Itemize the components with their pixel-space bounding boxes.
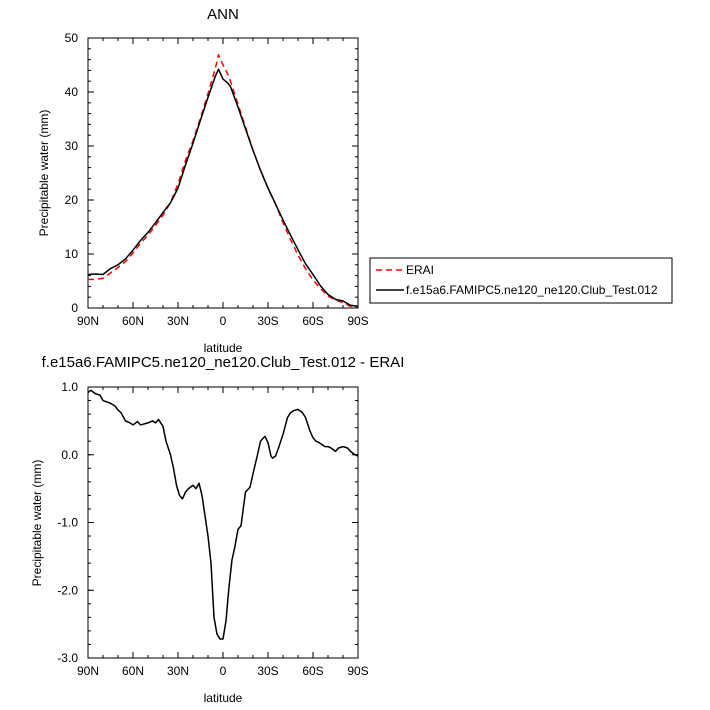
- top-series-line-1: [87, 68, 359, 308]
- bottom-panel-title: f.e15a6.FAMIPC5.ne120_ne120.Club_Test.01…: [42, 354, 405, 371]
- bottom-x-tick-label: 60N: [122, 664, 144, 678]
- top-y-tick-label: 30: [65, 139, 79, 153]
- top-series-lines: [87, 53, 359, 308]
- bottom-panel: f.e15a6.FAMIPC5.ne120_ne120.Club_Test.01…: [30, 354, 404, 705]
- bottom-x-tick-label: 90S: [347, 664, 368, 678]
- top-y-tick-label: 0: [71, 301, 78, 315]
- top-x-tick-label: 90S: [347, 314, 368, 328]
- legend-model-label: f.e15a6.FAMIPC5.ne120_ne120.Club_Test.01…: [406, 283, 658, 297]
- top-x-tick-label: 90N: [77, 314, 99, 328]
- bottom-x-axis-label: latitude: [204, 691, 243, 705]
- bottom-series-line-0: [87, 389, 359, 640]
- top-panel: ANN 90N 60N 30N 0 30S 60S 90S 0 10 20 30 40 50 Preci…: [37, 6, 369, 355]
- legend-erai-label: ERAI: [406, 263, 434, 277]
- top-y-axis-label: Precipitable water (mm): [37, 110, 51, 237]
- bottom-plot-frame: [87, 386, 359, 659]
- top-panel-title: ANN: [207, 6, 239, 23]
- top-axis-ticks: 90N 60N 30N 0 30S 60S 90S 0 10 20 30 40 50: [65, 31, 369, 328]
- bottom-x-tick-label: 30N: [167, 664, 189, 678]
- top-y-tick-label: 40: [65, 85, 79, 99]
- bottom-x-tick-label: 60S: [302, 664, 323, 678]
- legend-box: [369, 257, 673, 304]
- legend: ERAI f.e15a6.FAMIPC5.ne120_ne120.Club_Te…: [369, 257, 673, 304]
- bottom-y-tick-label: 1.0: [61, 380, 78, 394]
- top-y-tick-label: 50: [65, 31, 79, 45]
- bottom-y-tick-label: -2.0: [57, 583, 78, 597]
- bottom-y-tick-label: -3.0: [57, 651, 78, 665]
- top-x-tick-label: 30N: [167, 314, 189, 328]
- top-x-tick-label: 60S: [302, 314, 323, 328]
- bottom-y-tick-label: 0.0: [61, 448, 78, 462]
- bottom-axis-ticks: 90N 60N 30N 0 30S 60S 90S -3.0 -2.0 -1.0 0.0 1.0: [57, 380, 368, 678]
- bottom-y-tick-label: -1.0: [57, 516, 78, 530]
- top-x-axis-label: latitude: [204, 341, 243, 355]
- bottom-x-tick-label: 0: [220, 664, 227, 678]
- top-x-tick-label: 30S: [257, 314, 278, 328]
- top-x-tick-label: 0: [220, 314, 227, 328]
- top-y-tick-label: 10: [65, 247, 79, 261]
- top-x-tick-label: 60N: [122, 314, 144, 328]
- top-series-line-0: [88, 53, 359, 308]
- bottom-series-lines: [87, 389, 359, 640]
- bottom-x-tick-label: 90N: [77, 664, 99, 678]
- bottom-y-axis-label: Precipitable water (mm): [30, 460, 44, 587]
- top-y-tick-label: 20: [65, 193, 79, 207]
- bottom-x-tick-label: 30S: [257, 664, 278, 678]
